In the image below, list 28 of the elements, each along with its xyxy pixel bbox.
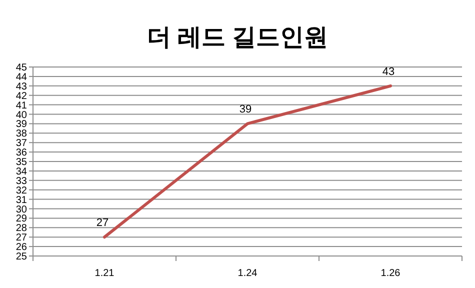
y-tick-label: 32 [16, 185, 28, 196]
data-label: 27 [96, 217, 109, 230]
y-tick-label: 26 [16, 242, 28, 254]
y-tick-label: 35 [16, 157, 28, 168]
x-tick-label: 1.26 [380, 268, 401, 279]
data-label: 43 [382, 66, 395, 78]
data-label: 39 [239, 104, 252, 116]
y-tick-label: 31 [16, 194, 28, 206]
y-tick-label: 29 [16, 214, 28, 225]
y-tick-label: 40 [16, 110, 28, 121]
y-tick-label: 41 [16, 100, 28, 112]
x-tick-label: 1.21 [94, 268, 115, 279]
y-tick-label: 44 [16, 72, 28, 83]
y-tick-label: 43 [16, 81, 28, 92]
y-tick-label: 45 [16, 62, 28, 74]
y-tick-label: 36 [16, 148, 28, 159]
y-tick-label: 37 [16, 138, 28, 150]
y-tick-label: 25 [16, 252, 28, 262]
y-tick-label: 42 [16, 90, 28, 102]
x-tick-label: 1.24 [238, 268, 258, 279]
y-tick-label: 39 [16, 119, 28, 130]
y-tick-label: 34 [16, 166, 28, 178]
y-tick-label: 38 [16, 128, 28, 140]
y-tick-label: 28 [16, 223, 28, 234]
y-tick-label: 27 [16, 232, 28, 244]
y-tick-label: 33 [16, 176, 28, 187]
chart-title: 더 레드 길드인원 [146, 24, 328, 51]
y-tick-label: 30 [16, 204, 28, 216]
